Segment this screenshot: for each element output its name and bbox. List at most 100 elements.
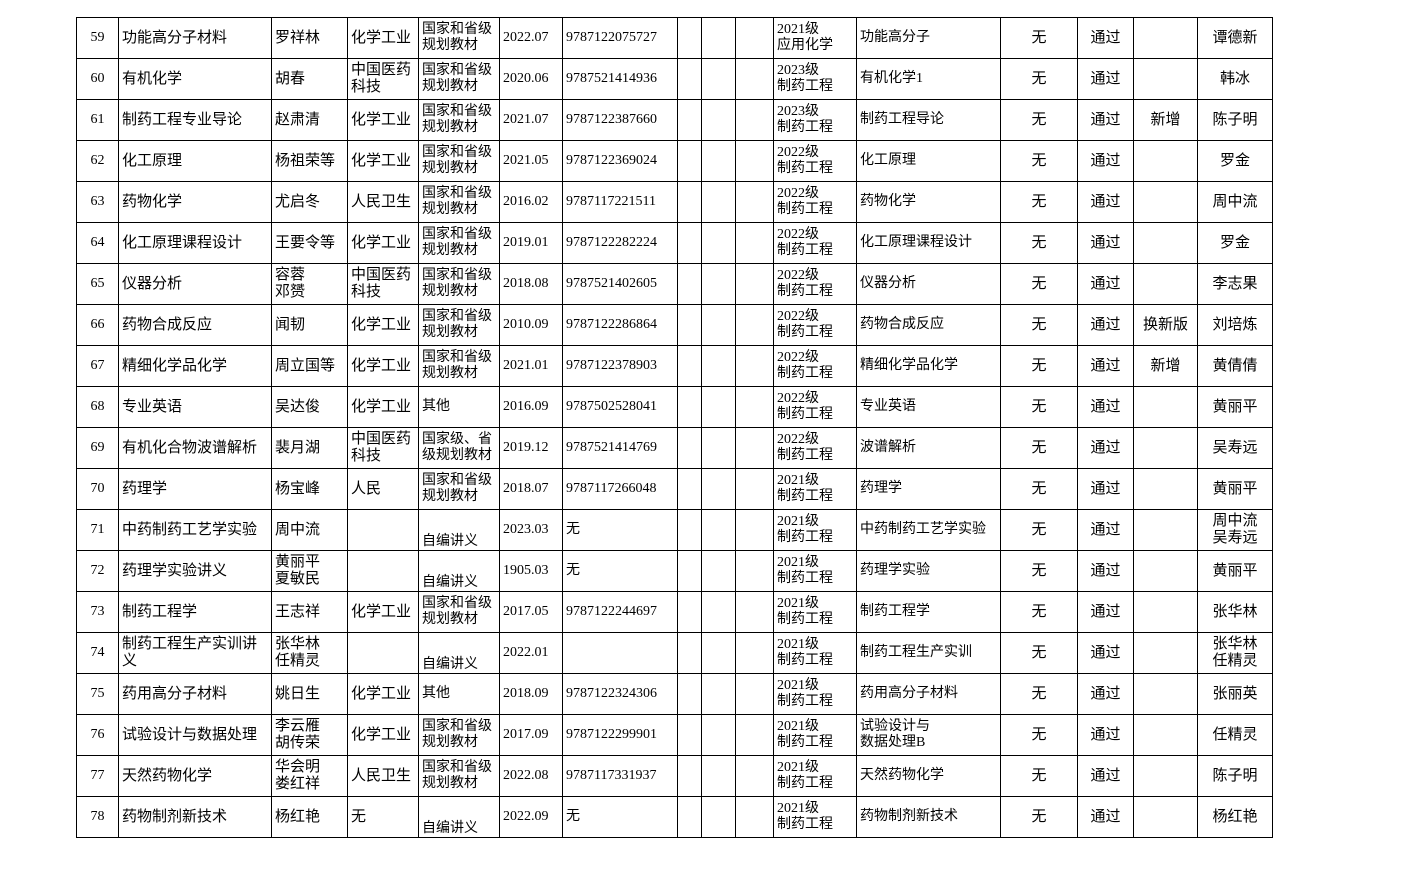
course-cell: 波谱解析 <box>856 427 1001 469</box>
author-cell: 杨红艳 <box>271 796 348 838</box>
empty-cell <box>735 17 774 59</box>
status-cell: 通过 <box>1077 427 1134 469</box>
grade-cell: 2021级 制药工程 <box>773 550 857 592</box>
grade-cell: 2021级 制药工程 <box>773 796 857 838</box>
no-cell: 71 <box>76 509 119 551</box>
exam-cell: 无 <box>1000 796 1078 838</box>
table-body: 59 功能高分子材料 罗祥林 化学工业 国家和省级 规划教材 2022.07 9787122… <box>76 17 1273 838</box>
table-row: 69 有机化合物波谱解析 裴月湖 中国医药 科技 国家级、省 级规划教材 2019.12 9… <box>76 427 1273 469</box>
isbn-cell: 无 <box>562 550 678 592</box>
author-cell: 华会明 娄红祥 <box>271 755 348 797</box>
kind-cell: 其他 <box>418 386 500 428</box>
empty-cell <box>701 345 736 387</box>
no-cell: 70 <box>76 468 119 510</box>
no-cell: 72 <box>76 550 119 592</box>
note-cell <box>1133 673 1198 715</box>
note-cell <box>1133 58 1198 100</box>
grade-cell: 2021级 制药工程 <box>773 673 857 715</box>
isbn-cell: 9787122369024 <box>562 140 678 182</box>
author-cell: 尤启冬 <box>271 181 348 223</box>
date-cell: 2023.03 <box>499 509 563 551</box>
name-cell: 功能高分子材料 <box>118 17 272 59</box>
empty-cell <box>677 99 702 141</box>
status-cell: 通过 <box>1077 550 1134 592</box>
teacher-cell: 张华林 任精灵 <box>1197 632 1273 674</box>
no-cell: 60 <box>76 58 119 100</box>
publisher-cell: 化学工业 <box>347 673 419 715</box>
note-cell <box>1133 550 1198 592</box>
status-cell: 通过 <box>1077 58 1134 100</box>
empty-cell <box>735 468 774 510</box>
note-cell <box>1133 468 1198 510</box>
empty-cell <box>701 509 736 551</box>
author-cell: 杨祖荣等 <box>271 140 348 182</box>
teacher-cell: 黄丽平 <box>1197 386 1273 428</box>
exam-cell: 无 <box>1000 263 1078 305</box>
publisher-cell: 人民卫生 <box>347 181 419 223</box>
isbn-cell: 9787122286864 <box>562 304 678 346</box>
empty-cell <box>701 386 736 428</box>
kind-cell: 国家和省级 规划教材 <box>418 304 500 346</box>
empty-cell <box>735 304 774 346</box>
status-cell: 通过 <box>1077 386 1134 428</box>
note-cell <box>1133 509 1198 551</box>
name-cell: 试验设计与数据处理 <box>118 714 272 756</box>
status-cell: 通过 <box>1077 714 1134 756</box>
kind-cell: 自编讲义 <box>418 509 500 551</box>
status-cell: 通过 <box>1077 263 1134 305</box>
empty-cell <box>701 591 736 633</box>
empty-cell <box>701 714 736 756</box>
publisher-cell: 化学工业 <box>347 304 419 346</box>
grade-cell: 2021级 制药工程 <box>773 632 857 674</box>
empty-cell <box>735 140 774 182</box>
isbn-cell: 9787521402605 <box>562 263 678 305</box>
empty-cell <box>701 140 736 182</box>
note-cell: 新增 <box>1133 345 1198 387</box>
kind-cell: 国家和省级 规划教材 <box>418 263 500 305</box>
author-cell: 容蓉 邓赟 <box>271 263 348 305</box>
teacher-cell: 罗金 <box>1197 140 1273 182</box>
empty-cell <box>701 673 736 715</box>
empty-cell <box>735 222 774 264</box>
isbn-cell: 9787117221511 <box>562 181 678 223</box>
course-cell: 药理学 <box>856 468 1001 510</box>
exam-cell: 无 <box>1000 550 1078 592</box>
name-cell: 制药工程专业导论 <box>118 99 272 141</box>
empty-cell <box>735 509 774 551</box>
no-cell: 62 <box>76 140 119 182</box>
no-cell: 77 <box>76 755 119 797</box>
name-cell: 化工原理 <box>118 140 272 182</box>
author-cell: 张华林 任精灵 <box>271 632 348 674</box>
empty-cell <box>701 222 736 264</box>
empty-cell <box>735 427 774 469</box>
teacher-cell: 黄丽平 <box>1197 550 1273 592</box>
publisher-cell: 化学工业 <box>347 714 419 756</box>
date-cell: 2019.01 <box>499 222 563 264</box>
isbn-cell: 无 <box>562 509 678 551</box>
status-cell: 通过 <box>1077 468 1134 510</box>
no-cell: 63 <box>76 181 119 223</box>
course-cell: 制药工程学 <box>856 591 1001 633</box>
author-cell: 黄丽平 夏敏民 <box>271 550 348 592</box>
name-cell: 化工原理课程设计 <box>118 222 272 264</box>
empty-cell <box>701 58 736 100</box>
no-cell: 61 <box>76 99 119 141</box>
empty-cell <box>677 509 702 551</box>
status-cell: 通过 <box>1077 632 1134 674</box>
empty-cell <box>735 673 774 715</box>
exam-cell: 无 <box>1000 140 1078 182</box>
empty-cell <box>735 99 774 141</box>
no-cell: 65 <box>76 263 119 305</box>
publisher-cell: 化学工业 <box>347 345 419 387</box>
exam-cell: 无 <box>1000 673 1078 715</box>
isbn-cell: 9787122387660 <box>562 99 678 141</box>
status-cell: 通过 <box>1077 17 1134 59</box>
kind-cell: 国家和省级 规划教材 <box>418 222 500 264</box>
author-cell: 杨宝峰 <box>271 468 348 510</box>
course-cell: 制药工程导论 <box>856 99 1001 141</box>
empty-cell <box>735 58 774 100</box>
course-cell: 药物化学 <box>856 181 1001 223</box>
empty-cell <box>677 263 702 305</box>
exam-cell: 无 <box>1000 632 1078 674</box>
table-row: 64 化工原理课程设计 王要令等 化学工业 国家和省级 规划教材 2019.01 97871… <box>76 222 1273 264</box>
